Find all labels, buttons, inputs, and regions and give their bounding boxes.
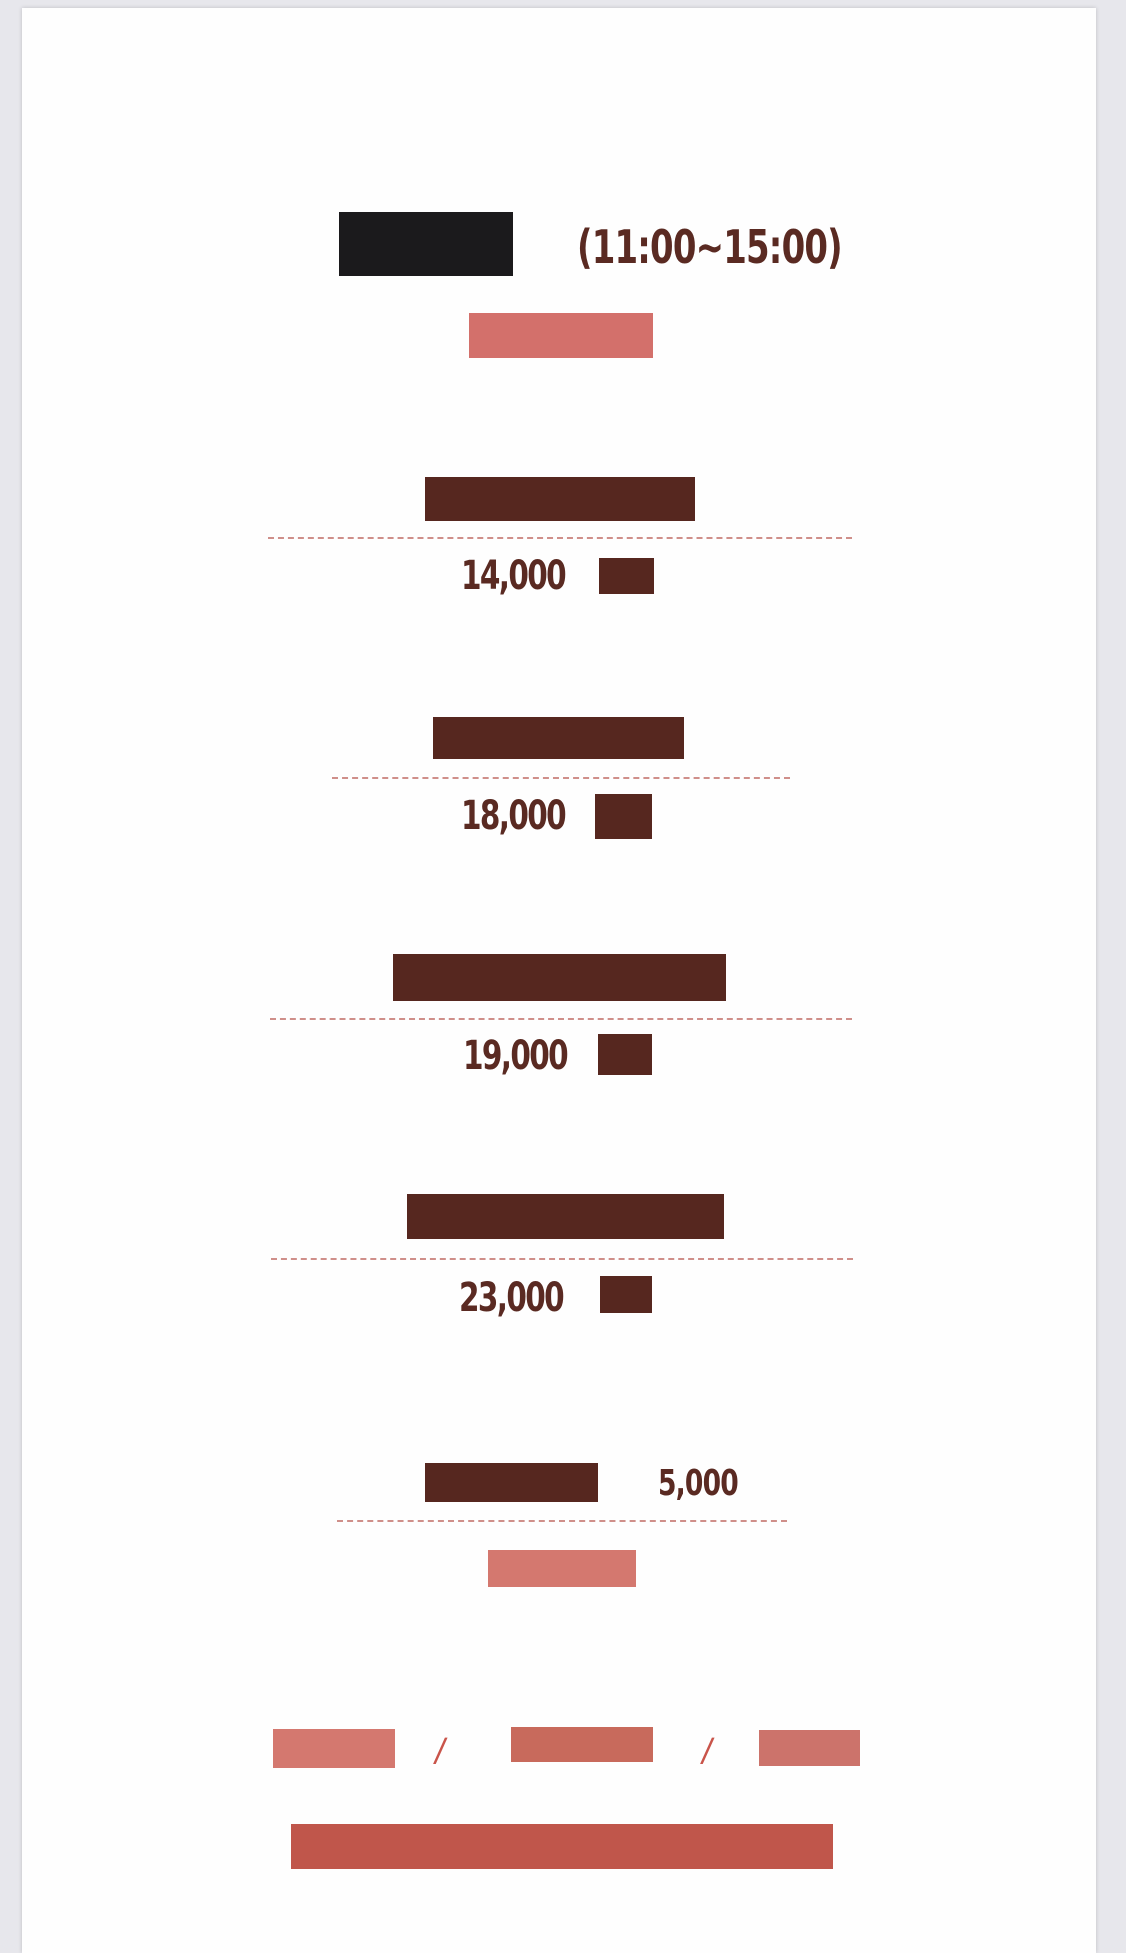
footer-separator-1: / (432, 1731, 449, 1769)
menu-item-3-price: 19,000 (463, 1033, 569, 1079)
extra-item-note-redacted (488, 1550, 636, 1587)
menu-item-1-name-redacted (425, 477, 695, 521)
header-title-redacted (339, 212, 513, 276)
menu-item-3-unit-redacted (598, 1034, 652, 1075)
footer-item-1-redacted (273, 1729, 395, 1768)
menu-item-4-price: 23,000 (459, 1275, 565, 1321)
opening-hours: (11:00~15:00) (577, 220, 843, 274)
menu-item-4-name-redacted (407, 1194, 724, 1239)
footer-separator-2: / (699, 1731, 716, 1769)
menu-item-3-name-redacted (393, 954, 726, 1001)
menu-item-3-divider (270, 1018, 852, 1020)
footer-item-3-redacted (759, 1730, 860, 1766)
extra-item-divider (337, 1520, 787, 1522)
menu-item-4-unit-redacted (600, 1276, 652, 1313)
menu-page: (11:00~15:00) 14,000 18,000 19,000 23,00… (22, 8, 1096, 1953)
menu-item-1-price: 14,000 (461, 553, 567, 599)
footer-item-2-redacted (511, 1727, 653, 1762)
extra-item-price: 5,000 (658, 1463, 739, 1504)
header-subtitle-redacted (469, 313, 653, 358)
menu-item-1-unit-redacted (599, 558, 654, 594)
extra-item-name-redacted (425, 1463, 598, 1502)
menu-item-2-price: 18,000 (461, 793, 567, 839)
menu-item-2-divider (332, 777, 790, 779)
menu-item-4-divider (271, 1258, 853, 1260)
menu-item-1-divider (268, 537, 852, 539)
footer-banner-redacted (291, 1824, 833, 1869)
menu-item-2-name-redacted (433, 717, 684, 759)
menu-item-2-unit-redacted (595, 794, 652, 839)
